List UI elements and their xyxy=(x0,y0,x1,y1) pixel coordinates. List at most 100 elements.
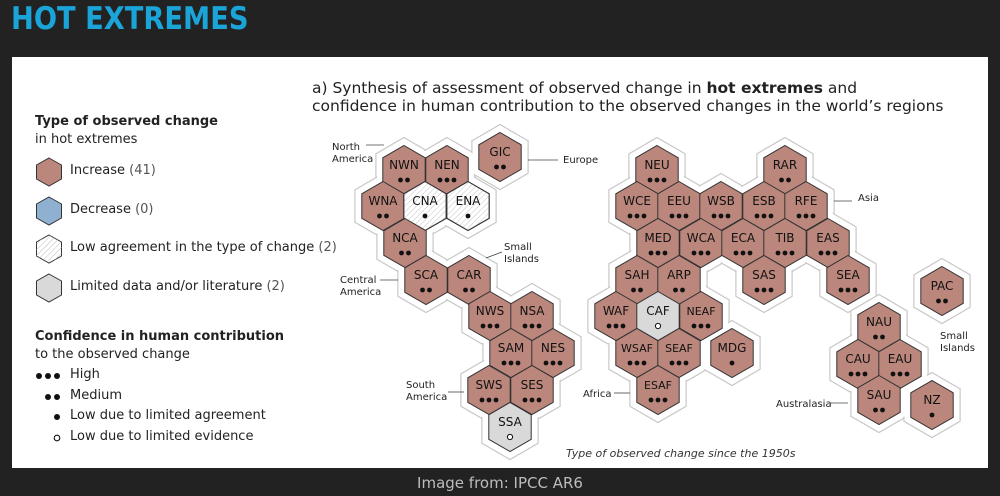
continent-label: North xyxy=(332,142,360,153)
page-title: HOT EXTREMES xyxy=(11,1,249,37)
continent-label: South xyxy=(406,380,435,391)
confidence-dot xyxy=(818,250,824,256)
region-code: NSA xyxy=(519,304,545,318)
confidence-dot xyxy=(654,177,660,183)
confidence-dot xyxy=(943,298,948,304)
confidence-dot xyxy=(486,397,492,403)
one-dot-icon xyxy=(54,414,60,420)
legend-limited-label: Limited data and/or literature xyxy=(70,279,263,294)
confidence-dot xyxy=(698,250,704,256)
confidence-dot xyxy=(789,250,795,256)
region-code: ESAF xyxy=(644,379,672,392)
confidence-dot xyxy=(399,250,404,256)
confidence-dot xyxy=(862,371,868,377)
confidence-dot xyxy=(848,371,854,377)
region-hex-ena: ENA xyxy=(446,180,490,232)
region-hex-sah: SAH xyxy=(615,254,659,306)
legend-confidence-title: Confidence in human contribution xyxy=(35,329,285,344)
confidence-dot xyxy=(627,213,633,219)
region-hex-esaf: ESAF xyxy=(636,364,680,416)
continent-leader-line xyxy=(485,251,503,259)
legend-item-low-agreement: Low agreement in the type of change (2) xyxy=(35,234,337,264)
legend-low-label: Low agreement in the type of change xyxy=(70,240,315,255)
confidence-dot xyxy=(508,360,514,366)
confidence-dot xyxy=(655,397,661,403)
increase-swatch-icon xyxy=(36,157,62,187)
legend-item-increase: Increase (41) xyxy=(35,157,325,187)
region-hex-ses: SES xyxy=(510,364,554,416)
confidence-dot xyxy=(698,323,704,329)
region-hex-shape xyxy=(920,265,964,317)
confidence-dot xyxy=(662,250,668,256)
legend-limited-count: (2) xyxy=(266,279,285,294)
region-hex-pac: PAC xyxy=(920,265,964,317)
confidence-dot xyxy=(740,250,746,256)
region-hex-shape xyxy=(742,254,786,306)
region-hex-shape xyxy=(404,254,448,306)
confidence-dot xyxy=(655,250,661,256)
region-code: EAS xyxy=(816,231,839,245)
region-hex-nz: NZ xyxy=(910,379,954,431)
region-hex-shape xyxy=(710,327,754,379)
confidence-dot xyxy=(444,177,450,183)
region-code: CAF xyxy=(646,304,670,318)
continent-label: America xyxy=(340,287,381,298)
confidence-dot xyxy=(638,287,643,293)
confidence-dot xyxy=(929,412,935,418)
region-code: TIB xyxy=(774,231,794,245)
region-hex-ssa: SSA xyxy=(488,401,532,453)
region-code: WAF xyxy=(603,304,629,318)
confidence-dot xyxy=(838,287,844,293)
confidence-dot xyxy=(465,213,471,219)
confidence-dot xyxy=(691,323,697,329)
region-hex-wna: WNA xyxy=(361,180,405,232)
region-code: CAU xyxy=(845,352,870,366)
region-code: WNA xyxy=(368,194,398,208)
confidence-dot xyxy=(880,334,885,340)
confidence-dot xyxy=(648,250,654,256)
region-hex-seaf: SEAF xyxy=(657,327,701,379)
continent-labels: NorthAmericaCentralAmericaSouthAmericaSm… xyxy=(332,142,975,410)
region-hex-wca: WCA xyxy=(679,217,723,269)
confidence-dot xyxy=(825,250,831,256)
hatched-swatch-icon xyxy=(36,234,62,264)
confidence-dot xyxy=(718,213,724,219)
confidence-dot xyxy=(897,371,903,377)
legend-increase-count: (41) xyxy=(129,163,156,178)
confidence-open-dot xyxy=(506,433,514,441)
confidence-dot xyxy=(832,250,838,256)
region-code: WCA xyxy=(687,231,716,245)
region-hex-gic: GIC xyxy=(478,131,522,183)
confidence-dot xyxy=(669,360,675,366)
legend-type-subtitle: in hot extremes xyxy=(35,132,138,147)
region-code: SAH xyxy=(624,268,649,282)
legend-confidence-high: High xyxy=(35,367,295,385)
region-hex-shape xyxy=(910,379,954,431)
legend-item-decrease: Decrease (0) xyxy=(35,196,325,226)
confidence-dot xyxy=(761,213,767,219)
region-hex-cau: CAU xyxy=(836,338,880,390)
region-hex-sca: SCA xyxy=(404,254,448,306)
region-hex-mdg: MDG xyxy=(710,327,754,379)
two-dots-icon xyxy=(45,394,60,400)
confidence-dot xyxy=(557,360,563,366)
confidence-dot xyxy=(775,250,781,256)
limited-data-swatch-icon xyxy=(36,273,62,303)
legend-decrease-label: Decrease xyxy=(70,202,131,217)
confidence-dot xyxy=(405,177,410,183)
region-hex-shape xyxy=(826,254,870,306)
region-code: NCA xyxy=(392,231,418,245)
region-code: SEAF xyxy=(665,342,693,355)
region-code: NEU xyxy=(644,158,669,172)
confidence-dot xyxy=(669,213,675,219)
continent-label: America xyxy=(406,392,447,403)
confidence-dot xyxy=(662,397,668,403)
confidence-dot xyxy=(634,360,640,366)
region-code: CAR xyxy=(457,268,482,282)
region-code: WSAF xyxy=(621,342,653,355)
legend-type-title: Type of observed change xyxy=(35,114,218,129)
confidence-dot xyxy=(683,360,689,366)
confidence-dot xyxy=(845,287,851,293)
continent-label: Australasia xyxy=(776,399,832,410)
